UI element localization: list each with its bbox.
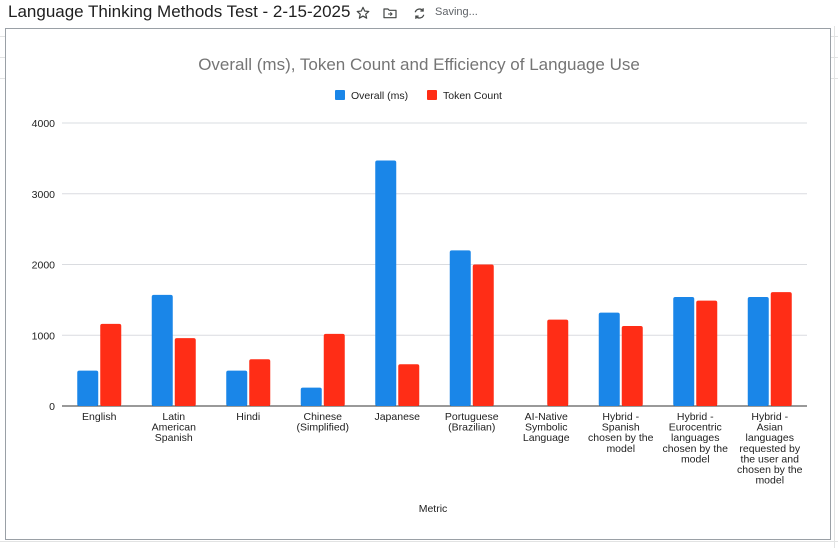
x-tick-label: Hybrid -Asian languages requested by the us… xyxy=(737,411,803,487)
x-axis-label: Metric xyxy=(419,503,448,515)
y-axis-ticks: 0 1000 2000 3000 4000 xyxy=(32,118,56,413)
chart-svg: Overall (ms), Token Count and Efficiency… xyxy=(32,55,807,515)
bar-tokens-7[interactable] xyxy=(621,326,643,406)
bar-tokens-3[interactable] xyxy=(323,333,345,406)
y-tick-label: 2000 xyxy=(32,260,56,272)
move-folder-icon[interactable] xyxy=(381,4,399,22)
title-bar: Language Thinking Methods Test - 2-15-20… xyxy=(0,0,838,26)
legend-label-tokens: Token Count xyxy=(443,90,502,102)
bar-tokens-1[interactable] xyxy=(174,338,196,406)
bar-overall-3[interactable] xyxy=(300,387,322,406)
bar-tokens-8[interactable] xyxy=(696,300,718,406)
bar-overall-0[interactable] xyxy=(77,370,99,406)
x-tick-label: Hybrid -Spanish chosen by the model xyxy=(588,411,654,455)
bars[interactable] xyxy=(77,160,792,406)
x-axis-ticks: English Latin American Spanish Hindi Chinese(… xyxy=(82,411,803,487)
bar-tokens-4[interactable] xyxy=(398,364,420,406)
star-icon[interactable] xyxy=(354,4,372,22)
chart-title: Overall (ms), Token Count and Efficiency… xyxy=(198,55,640,74)
x-tick-label: Chinese (Simplified) xyxy=(296,411,349,434)
bar-tokens-0[interactable] xyxy=(100,323,122,406)
bar-tokens-6[interactable] xyxy=(547,319,569,406)
y-tick-label: 4000 xyxy=(32,118,56,130)
y-tick-label: 0 xyxy=(49,401,55,413)
legend[interactable]: Overall (ms) Token Count xyxy=(335,90,502,102)
legend-label-overall: Overall (ms) xyxy=(351,90,408,102)
x-tick-label: Hybrid -Eurocentric languages chosen by th… xyxy=(663,411,729,465)
gridlines xyxy=(62,122,807,407)
x-tick-label: Portuguese (Brazilian) xyxy=(445,411,499,434)
bar-tokens-9[interactable] xyxy=(770,292,792,406)
bar-overall-9[interactable] xyxy=(747,297,769,406)
x-tick-label: Hindi xyxy=(236,411,260,423)
chart-container[interactable]: Overall (ms), Token Count and Efficiency… xyxy=(5,28,831,540)
bar-overall-4[interactable] xyxy=(375,160,397,406)
grid-line xyxy=(834,26,835,548)
x-tick-label: English xyxy=(82,411,117,423)
bar-overall-1[interactable] xyxy=(151,294,173,406)
legend-swatch-overall xyxy=(335,90,345,100)
bar-tokens-5[interactable] xyxy=(472,264,494,407)
legend-swatch-tokens xyxy=(427,90,437,100)
bar-tokens-2[interactable] xyxy=(249,359,271,406)
bar-overall-5[interactable] xyxy=(449,250,471,406)
y-tick-label: 3000 xyxy=(32,189,56,201)
x-tick-label: Latin American Spanish xyxy=(152,411,197,444)
saving-status: Saving... xyxy=(435,6,478,18)
bar-overall-2[interactable] xyxy=(226,370,248,406)
y-tick-label: 1000 xyxy=(32,330,56,342)
bar-overall-8[interactable] xyxy=(673,297,695,406)
sync-icon xyxy=(410,4,428,22)
document-title[interactable]: Language Thinking Methods Test - 2-15-20… xyxy=(8,2,351,21)
grid-line xyxy=(0,541,838,542)
x-tick-label: AI-Native Symbolic Language xyxy=(523,411,570,444)
x-tick-label: Japanese xyxy=(374,411,420,423)
bar-overall-7[interactable] xyxy=(598,312,620,406)
